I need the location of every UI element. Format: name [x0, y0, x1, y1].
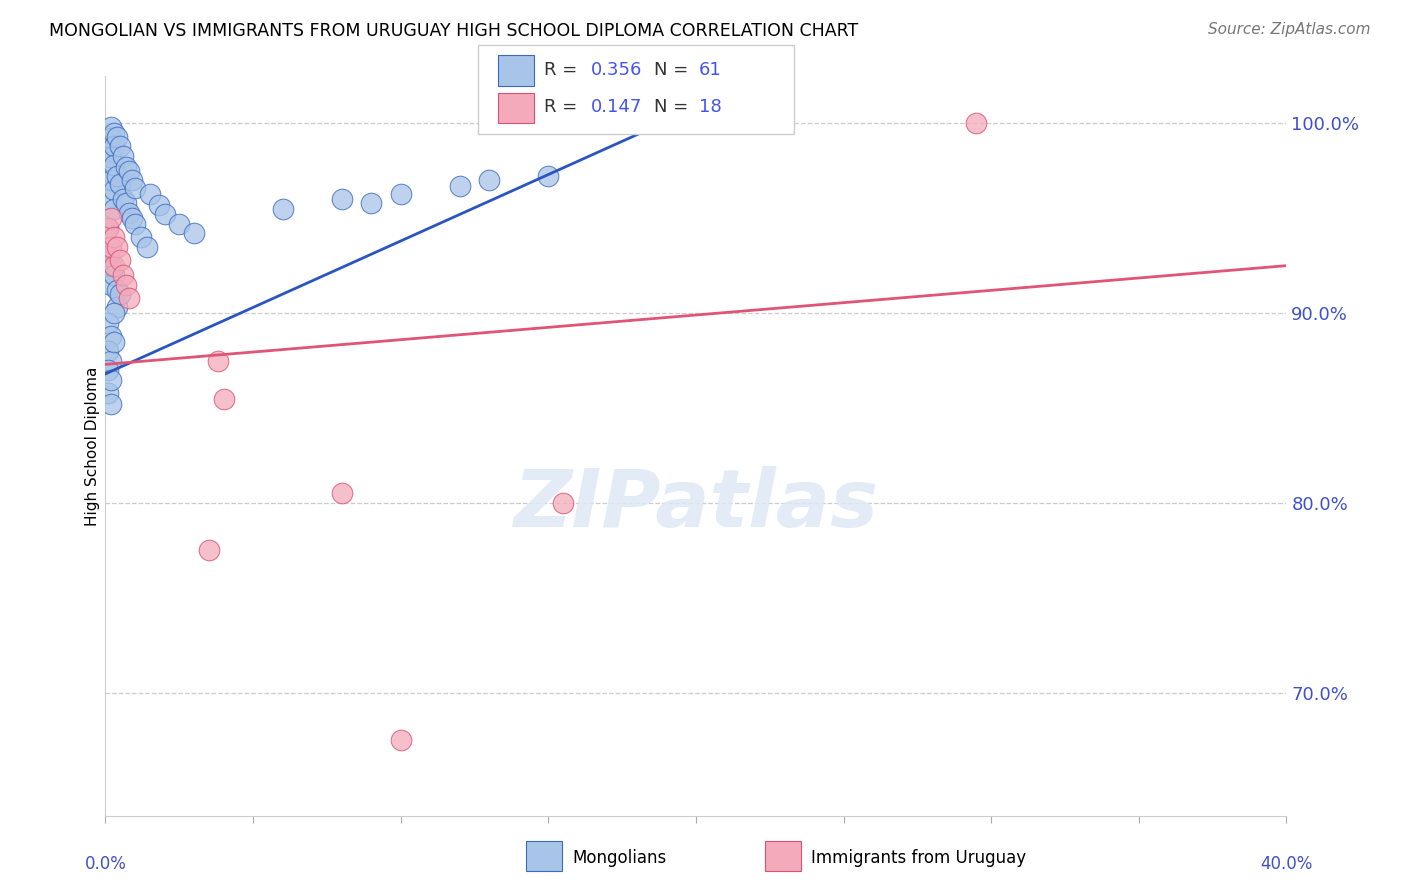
Point	[103, 202, 125, 216]
Point	[110, 287, 132, 301]
Point	[115, 277, 138, 292]
Text: Mongolians: Mongolians	[572, 849, 666, 867]
Point	[115, 196, 138, 211]
Point	[103, 306, 125, 320]
Point	[197, 543, 219, 558]
Point	[449, 178, 471, 193]
Point	[105, 283, 128, 297]
Point	[97, 192, 120, 206]
Text: 0.356: 0.356	[591, 61, 643, 78]
Point	[110, 252, 132, 267]
Point	[100, 259, 122, 273]
Point	[110, 139, 132, 153]
Point	[212, 392, 235, 406]
Point	[551, 496, 574, 510]
Point	[169, 217, 191, 231]
Point	[97, 220, 120, 235]
Text: R =: R =	[544, 61, 583, 78]
Point	[103, 259, 125, 273]
Point	[118, 205, 141, 219]
Point	[100, 120, 122, 134]
Point	[100, 373, 122, 387]
Point	[97, 145, 120, 159]
Point	[183, 227, 205, 241]
Point	[103, 139, 125, 153]
Point	[537, 169, 560, 184]
Point	[105, 169, 128, 184]
Point	[112, 148, 135, 162]
Point	[100, 131, 122, 145]
Point	[330, 192, 353, 206]
Point	[105, 129, 128, 144]
Point	[105, 240, 128, 254]
Point	[129, 230, 152, 244]
Point	[153, 207, 176, 221]
Text: N =: N =	[654, 61, 693, 78]
Point	[97, 220, 120, 235]
Text: ZIPatlas: ZIPatlas	[513, 467, 879, 544]
Point	[97, 249, 120, 263]
Point	[103, 268, 125, 282]
Point	[97, 363, 120, 377]
Point	[105, 301, 128, 315]
Point	[118, 163, 141, 178]
Point	[135, 240, 157, 254]
Point	[124, 181, 146, 195]
Point	[360, 196, 382, 211]
Point	[112, 268, 135, 282]
Point	[100, 397, 122, 411]
Point	[478, 173, 501, 187]
Point	[965, 116, 987, 130]
Text: 0.147: 0.147	[591, 98, 643, 116]
Point	[207, 353, 229, 368]
Point	[97, 249, 120, 263]
Text: 61: 61	[699, 61, 721, 78]
Point	[103, 183, 125, 197]
Point	[124, 217, 146, 231]
Point	[100, 151, 122, 165]
Point	[103, 230, 125, 244]
Point	[97, 344, 120, 359]
Point	[100, 211, 122, 226]
Text: 18: 18	[699, 98, 721, 116]
Point	[97, 135, 120, 149]
Text: Source: ZipAtlas.com: Source: ZipAtlas.com	[1208, 22, 1371, 37]
Point	[115, 160, 138, 174]
Point	[389, 733, 412, 747]
Point	[121, 173, 143, 187]
Text: 0.0%: 0.0%	[84, 855, 127, 873]
Text: MONGOLIAN VS IMMIGRANTS FROM URUGUAY HIGH SCHOOL DIPLOMA CORRELATION CHART: MONGOLIAN VS IMMIGRANTS FROM URUGUAY HIG…	[49, 22, 859, 40]
Point	[103, 126, 125, 140]
Point	[110, 177, 132, 191]
Text: R =: R =	[544, 98, 583, 116]
Point	[100, 240, 122, 254]
Point	[103, 334, 125, 349]
Point	[389, 186, 412, 201]
Point	[100, 277, 122, 292]
Y-axis label: High School Diploma: High School Diploma	[84, 367, 100, 525]
Point	[100, 353, 122, 368]
Point	[103, 158, 125, 172]
Point	[97, 316, 120, 330]
Point	[100, 173, 122, 187]
Text: N =: N =	[654, 98, 693, 116]
Point	[112, 192, 135, 206]
Point	[100, 329, 122, 343]
Point	[271, 202, 294, 216]
Point	[148, 198, 170, 212]
Text: 40.0%: 40.0%	[1260, 855, 1313, 873]
Point	[138, 186, 162, 201]
Point	[330, 486, 353, 500]
Point	[118, 291, 141, 305]
Text: Immigrants from Uruguay: Immigrants from Uruguay	[811, 849, 1026, 867]
Point	[121, 211, 143, 226]
Point	[97, 163, 120, 178]
Point	[97, 385, 120, 400]
